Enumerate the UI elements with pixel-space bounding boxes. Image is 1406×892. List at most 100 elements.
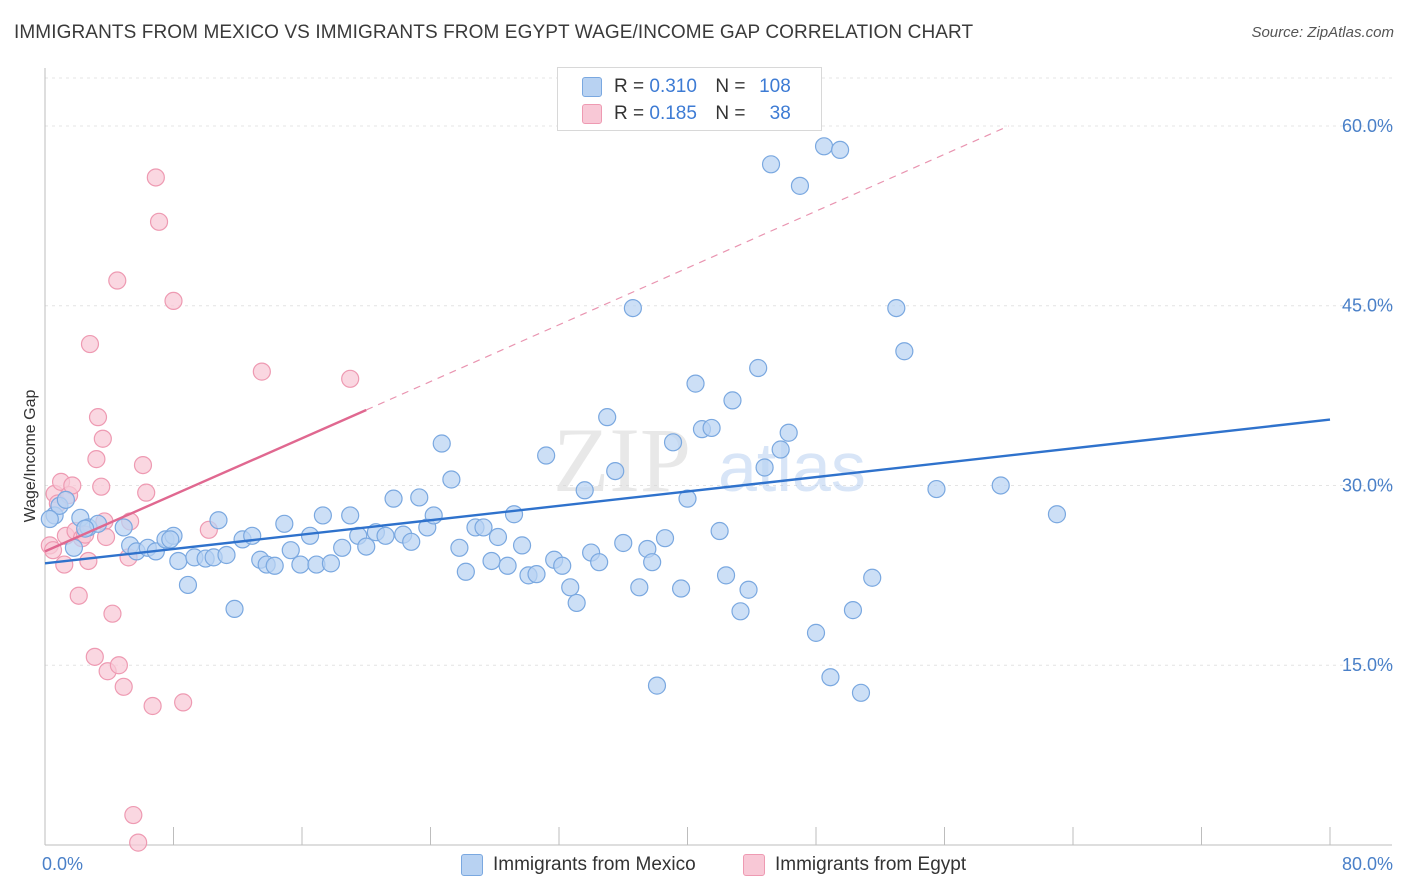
mexico-point <box>716 566 736 585</box>
mexico-point <box>300 526 320 545</box>
legend-row-mexico: R = 0.310 N = 108 <box>582 74 791 100</box>
mexico-point <box>991 476 1010 495</box>
egypt-point <box>108 271 127 290</box>
egypt-trend-extension <box>366 125 1009 411</box>
source-label: Source: ZipAtlas.com <box>1251 24 1394 41</box>
egypt-point <box>87 450 106 469</box>
mexico-point <box>512 536 532 555</box>
mexico-point <box>225 599 244 619</box>
mexico-point <box>209 511 228 530</box>
mexico-legend-label: Immigrants from Mexico <box>493 854 696 875</box>
mexico-point <box>527 565 546 584</box>
mexico-point <box>790 176 810 195</box>
egypt-point <box>109 656 128 675</box>
mexico-point <box>678 489 697 508</box>
mexico-point <box>498 556 517 575</box>
egypt-point <box>137 483 156 502</box>
mexico-point <box>575 481 594 500</box>
x-tick-label: 80.0% <box>1342 854 1393 874</box>
mexico-point <box>321 554 341 573</box>
mexico-point <box>739 580 758 599</box>
n-label: N = <box>715 76 746 97</box>
mexico-point <box>830 140 850 160</box>
mexico-point <box>863 568 882 587</box>
mexico-point <box>1047 505 1067 524</box>
x-tick-label: 0.0% <box>42 854 83 874</box>
mexico-point <box>291 555 310 574</box>
egypt-point <box>92 477 111 496</box>
mexico-point <box>265 556 284 575</box>
mexico-point <box>217 545 236 565</box>
mexico-point <box>887 299 906 318</box>
egypt-trend-line <box>44 408 367 553</box>
mexico-point <box>450 538 469 557</box>
egypt-point <box>114 677 133 696</box>
mexico-point <box>731 602 750 621</box>
mexico-point <box>281 541 300 560</box>
y-tick-label: 60.0% <box>1342 116 1393 136</box>
egypt-legend-label: Immigrants from Egypt <box>775 854 967 875</box>
mexico-point <box>178 575 198 595</box>
mexico-point <box>814 137 834 156</box>
mexico-point <box>161 530 180 549</box>
egypt-point <box>146 168 165 187</box>
mexico-point <box>779 423 798 442</box>
y-tick-label: 15.0% <box>1342 655 1393 675</box>
mexico-point <box>432 434 451 453</box>
mexico-point <box>333 538 352 557</box>
mexico-point <box>623 299 642 318</box>
mexico-point <box>606 461 625 481</box>
egypt-point <box>85 647 104 666</box>
egypt-point <box>55 555 74 574</box>
mexico-point <box>647 676 667 695</box>
mexico-point <box>442 470 461 489</box>
egypt-point <box>124 805 143 825</box>
legend-row-egypt: R = 0.185 N = 38 <box>582 101 791 127</box>
mexico-trend-line <box>44 418 1331 565</box>
mexico-point <box>710 521 729 541</box>
mexico-point <box>561 578 580 597</box>
egypt-point <box>96 527 116 547</box>
trend-lines <box>44 125 1331 565</box>
tick-labels: 15.0% 30.0% 45.0% 60.0% 0.0% 80.0% <box>42 116 1393 874</box>
egypt-point <box>69 586 88 605</box>
mexico-point <box>843 601 863 620</box>
mexico-point <box>702 418 721 438</box>
egypt-point <box>129 833 148 852</box>
mexico-point <box>655 529 675 548</box>
mexico-point <box>40 509 59 529</box>
egypt-series <box>40 168 360 852</box>
mexico-point <box>357 537 376 556</box>
mexico-point <box>474 518 493 537</box>
mexico-point <box>806 623 826 642</box>
mexico-swatch <box>582 77 602 97</box>
correlation-legend: R = 0.310 N = 108 R = 0.185 N = 38 <box>557 67 822 131</box>
egypt-point <box>341 369 360 388</box>
mexico-point <box>504 505 524 524</box>
egypt-point <box>164 291 183 311</box>
r-label: R = <box>614 103 645 124</box>
mexico-point <box>376 526 395 545</box>
axes <box>44 68 1392 846</box>
y-tick-label: 30.0% <box>1342 475 1393 495</box>
mexico-n-value: 108 <box>759 76 791 97</box>
egypt-point <box>133 455 153 475</box>
mexico-point <box>643 553 662 572</box>
mexico-point <box>169 551 188 571</box>
mexico-point <box>553 556 572 575</box>
mexico-point <box>114 518 133 537</box>
mexico-point <box>927 479 946 499</box>
mexico-point <box>598 408 617 427</box>
mexico-point <box>410 488 429 507</box>
mexico-point <box>384 489 403 508</box>
egypt-n-value: 38 <box>769 103 791 124</box>
mexico-point <box>771 440 790 459</box>
egypt-point <box>149 212 169 231</box>
egypt-point <box>252 362 271 381</box>
egypt-point <box>79 551 98 571</box>
legend-item-mexico: Immigrants from Mexico <box>461 852 696 878</box>
mexico-point <box>482 551 501 571</box>
mexico-point <box>313 506 332 525</box>
egypt-point <box>93 429 112 448</box>
